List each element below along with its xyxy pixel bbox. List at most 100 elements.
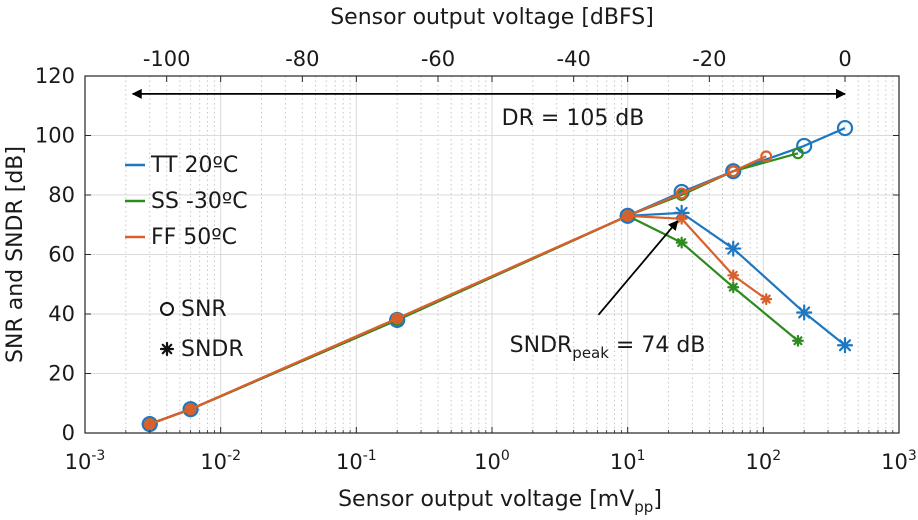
snr-point xyxy=(836,119,854,137)
sndr-marker-arm xyxy=(392,313,402,323)
sndr-point xyxy=(792,334,804,347)
sndr-marker-arm xyxy=(161,343,173,355)
y-tick-label: 120 xyxy=(35,64,75,88)
x-tick-base: 10 xyxy=(336,450,363,474)
y-tick-label: 40 xyxy=(48,302,75,326)
sndr-peak-label: SNDRpeak = 74 dB xyxy=(510,333,706,362)
sndr-marker-arm xyxy=(728,282,738,292)
legend-label: TT 20ºC xyxy=(150,153,238,178)
x-tick-label: 101 xyxy=(610,448,646,474)
x-tick-base: 10 xyxy=(65,450,92,474)
sndr-point xyxy=(727,281,740,294)
sndr-point xyxy=(143,418,156,431)
snr-point xyxy=(675,187,688,200)
legend-item: SS -30ºC xyxy=(125,189,248,214)
x-tick-base: 10 xyxy=(881,450,908,474)
sndr-point xyxy=(796,304,813,321)
snr-point xyxy=(725,163,742,180)
legend: TT 20ºC SS -30ºC FF 50ºC xyxy=(125,153,248,250)
sndr-marker-arm xyxy=(623,211,633,221)
x-tick-label: 10-3 xyxy=(65,448,106,474)
sndr-marker-arm xyxy=(145,419,155,429)
legend-item: FF 50ºC xyxy=(125,225,237,250)
sndr-point xyxy=(391,312,404,325)
top-tick-label: 0 xyxy=(838,47,851,71)
top-tick-label: -80 xyxy=(285,47,319,71)
x-tick-labels: 10-3 10-2 10-1 100 101 102 103 xyxy=(65,76,917,474)
sndr-point xyxy=(621,209,634,222)
x-axis-label: Sensor output voltage [mVpp] xyxy=(338,487,662,516)
top-tick-label: -60 xyxy=(421,47,455,71)
sndr-line xyxy=(149,214,799,426)
y-tick-label: 80 xyxy=(48,183,75,207)
x-tick-exp: -1 xyxy=(363,448,377,464)
x-tick-label: 100 xyxy=(474,448,510,474)
sndr-marker-arm xyxy=(727,242,740,255)
x-tick-exp: 2 xyxy=(772,448,781,464)
asterisk-marker-icon xyxy=(159,341,175,357)
sndr-point xyxy=(760,293,773,306)
sndr-point xyxy=(184,403,197,416)
sndr-marker-arm xyxy=(728,270,738,280)
x-tick-label: 10-1 xyxy=(336,448,377,474)
y-tick-label: 0 xyxy=(62,421,75,445)
top-tick-label: -20 xyxy=(692,47,726,71)
sndr-marker-arm xyxy=(838,339,852,352)
sndr-peak-sub: peak xyxy=(572,344,609,362)
x-tick-label: 10-2 xyxy=(200,448,241,474)
y-tick-label: 60 xyxy=(48,243,75,267)
sndr-marker-arm xyxy=(186,404,196,414)
marker-legend: SNR SNDR xyxy=(159,297,244,362)
y-axis-label: SNR and SNDR [dB] xyxy=(3,146,28,363)
x-tick-exp: -3 xyxy=(91,448,105,464)
x-tick-exp: 0 xyxy=(501,448,510,464)
x-tick-base: 10 xyxy=(610,450,637,474)
sndr-marker-arm xyxy=(793,336,803,346)
x-tick-exp: 1 xyxy=(637,448,646,464)
x-tick-base: 10 xyxy=(746,450,773,474)
top-tick-labels: -100 -80 -60 -40 -20 0 xyxy=(143,47,852,82)
x-axis-label-main: Sensor output voltage [mV xyxy=(338,487,634,512)
marker-legend-label: SNDR xyxy=(181,337,244,362)
y-tick-label: 20 xyxy=(48,362,75,386)
marker-legend-item: SNR xyxy=(160,297,227,322)
sndr-point xyxy=(675,212,688,225)
sndr-marker-arm xyxy=(677,214,687,224)
sndr-peak-main: SNDR xyxy=(510,333,573,358)
circle-marker-icon xyxy=(160,302,174,316)
sndr-line xyxy=(149,214,767,426)
sndr-point xyxy=(727,269,740,282)
top-tick-label: -40 xyxy=(557,47,591,71)
y-tick-labels: 0 20 40 60 80 100 120 xyxy=(35,64,899,445)
x-tick-exp: 3 xyxy=(908,448,917,464)
series-ff xyxy=(143,150,773,431)
snr-point xyxy=(760,150,773,163)
series-group xyxy=(141,119,854,433)
x-tick-label: 103 xyxy=(881,448,917,474)
x-axis-label-sub: pp xyxy=(634,498,653,516)
dr-label: DR = 105 dB xyxy=(502,106,645,131)
legend-item: TT 20ºC xyxy=(125,153,238,178)
marker-legend-label: SNR xyxy=(181,297,227,322)
top-axis-label: Sensor output voltage [dBFS] xyxy=(330,5,654,30)
sndr-point xyxy=(725,240,742,257)
legend-label: SS -30ºC xyxy=(151,189,248,214)
sndr-point xyxy=(836,337,854,354)
sndr-marker-arm xyxy=(677,238,687,248)
sndr-line xyxy=(149,211,846,426)
sndr-peak-value: = 74 dB xyxy=(609,333,705,358)
legend-label: FF 50ºC xyxy=(151,225,237,250)
snr-point xyxy=(796,137,813,155)
snr-point xyxy=(727,165,740,178)
snr-point xyxy=(792,147,804,160)
y-tick-label: 100 xyxy=(35,124,75,148)
x-tick-base: 10 xyxy=(200,450,227,474)
sndr-marker-arm xyxy=(798,306,811,319)
grid xyxy=(84,75,900,434)
x-tick-exp: -2 xyxy=(227,448,241,464)
sndr-marker-arm xyxy=(761,294,771,304)
x-axis-label-close: ] xyxy=(653,487,662,512)
marker-legend-item: SNDR xyxy=(159,337,244,362)
